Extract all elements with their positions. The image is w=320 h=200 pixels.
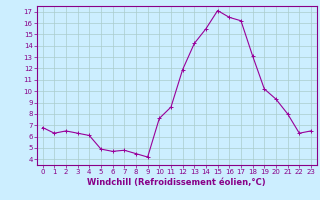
X-axis label: Windchill (Refroidissement éolien,°C): Windchill (Refroidissement éolien,°C) [87,178,266,187]
